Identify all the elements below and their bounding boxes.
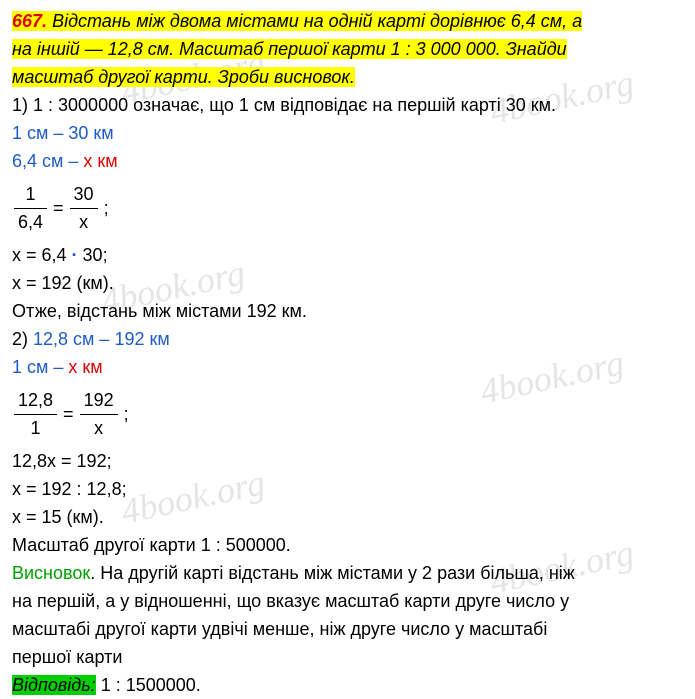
calc-line: х = 15 (км). (12, 504, 683, 531)
prop-prefix: 1 см – (12, 357, 68, 377)
problem-line-3: масштаб другої карти. Зроби висновок. (12, 64, 683, 91)
problem-text: масштаб другої карти. Зроби висновок. (12, 67, 355, 87)
denominator: х (80, 415, 118, 442)
proportion-2a: 12,8 см – 192 км (33, 329, 170, 349)
unknown-x: х км (68, 357, 102, 377)
step-prefix: 2) (12, 329, 33, 349)
result-line: Масштаб другої карти 1 : 500000. (12, 532, 683, 559)
fraction-equation-1: 1 6,4 = 30 х ; (12, 179, 683, 238)
calc-line: х = 6,4 · 30; (12, 242, 683, 269)
prop-prefix: 6,4 см – (12, 151, 83, 171)
conclusion-line: масштабі другої карти удвічі менше, ніж … (12, 616, 683, 643)
numerator: 30 (70, 181, 98, 209)
conclusion-line: на першій, а у відношенні, що вказує мас… (12, 588, 683, 615)
calc-line: х = 192 : 12,8; (12, 476, 683, 503)
conclusion-label: Висновок (12, 563, 90, 583)
unknown-x: х км (83, 151, 117, 171)
proportion-1b: 6,4 см – х км (12, 148, 683, 175)
problem-line-1: 667. Відстань між двома містами на одній… (12, 8, 683, 35)
calc-line: 12,8х = 192; (12, 448, 683, 475)
step2-line: 2) 12,8 см – 192 км (12, 326, 683, 353)
problem-text: Відстань між двома містами на одній карт… (52, 11, 582, 31)
problem-number: 667. (12, 11, 47, 31)
problem-line-2: на іншій — 12,8 см. Масштаб першої карти… (12, 36, 683, 63)
semicolon: ; (104, 195, 109, 222)
result-line: Отже, відстань між містами 192 км. (12, 298, 683, 325)
denominator: х (70, 209, 98, 236)
step1-text: 1) 1 : 3000000 означає, що 1 см відповід… (12, 92, 683, 119)
proportion-2b: 1 см – х км (12, 354, 683, 381)
equals-sign: = (53, 195, 64, 222)
fraction-equation-2: 12,8 1 = 192 х ; (12, 385, 683, 444)
problem-text: на іншій — 12,8 см. Масштаб першої карти… (12, 39, 567, 59)
proportion-1a: 1 см – 30 км (12, 120, 683, 147)
calc-line: х = 192 (км). (12, 270, 683, 297)
answer-label: Відповідь: (12, 675, 96, 695)
answer-line: Відповідь: 1 : 1500000. (12, 672, 683, 699)
numerator: 12,8 (14, 387, 57, 415)
denominator: 6,4 (14, 209, 47, 236)
calc-text: х = 6,4 (12, 245, 72, 265)
calc-text: 30; (78, 245, 108, 265)
numerator: 1 (14, 181, 47, 209)
conclusion-line: Висновок. На другій карті відстань між м… (12, 560, 683, 587)
semicolon: ; (124, 401, 129, 428)
denominator: 1 (14, 415, 57, 442)
equals-sign: = (63, 401, 74, 428)
answer-text: 1 : 1500000. (96, 675, 201, 695)
document-content: 667. Відстань між двома містами на одній… (12, 8, 683, 699)
numerator: 192 (80, 387, 118, 415)
conclusion-text: . На другій карті відстань між містами у… (90, 563, 575, 583)
conclusion-line: першої карти (12, 644, 683, 671)
